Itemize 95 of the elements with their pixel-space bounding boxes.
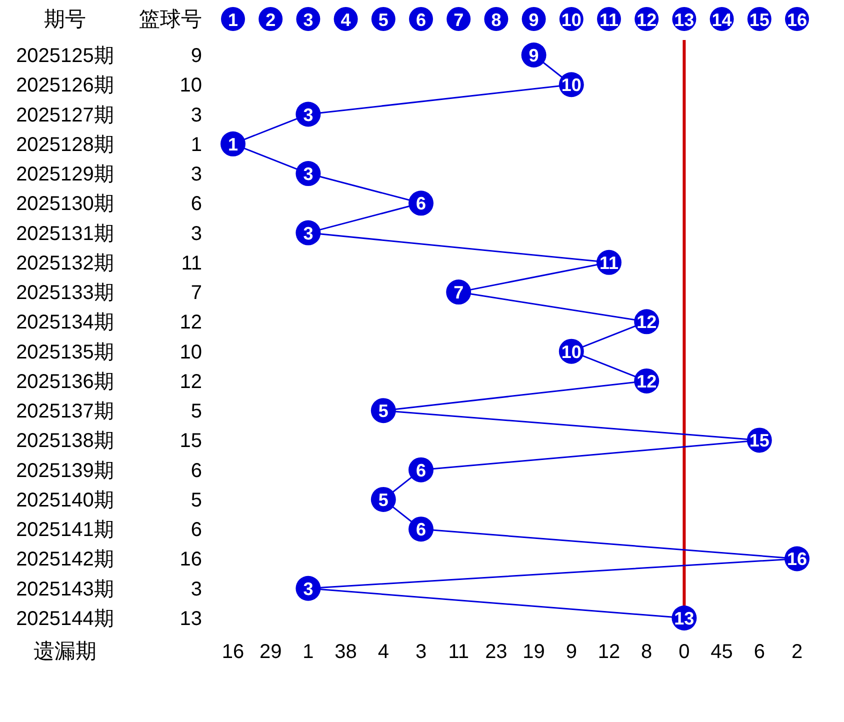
x-tick-label: 5: [378, 10, 388, 30]
x-tick-label: 7: [454, 10, 464, 30]
data-label: 5: [378, 401, 388, 422]
x-tick-label: 12: [636, 10, 657, 30]
x-axis-title: 遗漏期: [34, 640, 96, 663]
text: 6: [190, 519, 202, 542]
data-label: 12: [636, 312, 657, 332]
data-label: 15: [749, 430, 770, 451]
text: 9: [566, 641, 577, 663]
text: 15: [180, 430, 202, 452]
y-tick-label: 2025132期: [16, 252, 114, 274]
y-tick-label: 2025125期: [16, 45, 114, 67]
data-label: 9: [528, 46, 539, 66]
y-tick-label: 2025143期: [16, 578, 114, 600]
text: 5: [190, 400, 202, 423]
text: 9: [190, 45, 202, 67]
data-label: 10: [561, 342, 582, 362]
data-label: 6: [416, 460, 426, 480]
y-tick-label: 2025138期: [16, 430, 114, 452]
text: 10: [180, 74, 202, 97]
text: 3: [190, 164, 202, 186]
text: 45: [710, 641, 733, 663]
y-tick-label: 2025142期: [16, 548, 114, 571]
text: 3: [190, 104, 202, 126]
text: 13: [180, 608, 202, 630]
text: 12: [598, 641, 620, 663]
y-axis-title: 期号: [44, 8, 86, 31]
y-tick-label: 2025141期: [16, 519, 114, 542]
text: 16: [180, 548, 202, 571]
data-label: 1: [228, 134, 238, 154]
x-tick-label: 1: [228, 10, 238, 30]
text: 3: [190, 578, 202, 600]
text: 8: [641, 641, 652, 663]
text: 23: [485, 641, 508, 663]
y-tick-label: 2025140期: [16, 489, 114, 512]
data-label: 3: [303, 578, 314, 599]
data-label: 3: [303, 223, 314, 244]
x-tick-label: 15: [749, 10, 770, 30]
x-tick-label: 14: [712, 10, 732, 30]
y-tick-label: 2025137期: [16, 400, 114, 423]
text: 19: [522, 641, 545, 663]
text: 12: [180, 312, 202, 334]
text: 6: [190, 193, 202, 216]
y-tick-label: 2025135期: [16, 341, 114, 364]
text: 12: [180, 370, 202, 393]
x-tick-label: 13: [674, 10, 694, 30]
y-tick-label: 2025139期: [16, 460, 114, 482]
text: 6: [190, 460, 202, 482]
y-tick-label: 2025134期: [16, 312, 114, 334]
x-tick-label: 8: [491, 10, 502, 30]
text: 11: [448, 641, 469, 663]
y-tick-label: 2025128期: [16, 134, 114, 156]
text: 3: [190, 222, 202, 245]
text: 1: [190, 134, 202, 156]
text: 3: [415, 641, 427, 663]
x-tick-label: 6: [416, 10, 426, 30]
text: 29: [259, 641, 282, 663]
data-label: 5: [378, 490, 388, 510]
x-tick-label: 11: [599, 10, 619, 30]
data-label: 7: [454, 282, 464, 303]
data-label: 12: [636, 371, 657, 392]
text: 0: [678, 641, 690, 663]
y-tick-label: 2025130期: [16, 193, 114, 216]
y-tick-label: 2025131期: [16, 222, 114, 245]
data-label: 13: [674, 608, 694, 628]
text: 1: [302, 641, 314, 663]
text: 38: [334, 641, 357, 663]
x-tick-label: 9: [528, 10, 539, 30]
text: 5: [190, 489, 202, 512]
text: 篮球号: [139, 8, 202, 31]
data-label: 6: [416, 194, 426, 214]
text: 11: [181, 252, 202, 274]
x-tick-label: 3: [303, 10, 314, 30]
y-tick-label: 2025133期: [16, 282, 114, 304]
data-label: 3: [303, 164, 314, 184]
y-tick-label: 2025126期: [16, 74, 114, 97]
data-label: 11: [599, 252, 619, 273]
data-label: 6: [416, 520, 426, 540]
text: 16: [222, 641, 244, 663]
text: 2: [791, 641, 803, 663]
data-label: 3: [303, 104, 314, 125]
y-tick-label: 2025127期: [16, 104, 114, 126]
y-tick-label: 2025129期: [16, 164, 114, 186]
x-tick-label: 10: [561, 10, 582, 30]
text: 10: [180, 341, 202, 364]
y-tick-label: 2025144期: [16, 608, 114, 630]
data-label: 10: [561, 75, 582, 96]
x-tick-label: 2: [266, 10, 276, 30]
y-tick-label: 2025136期: [16, 370, 114, 393]
text: 4: [378, 641, 389, 663]
x-tick-label: 4: [340, 10, 351, 30]
x-tick-label: 16: [786, 10, 808, 30]
text: 6: [754, 641, 765, 663]
data-label: 16: [786, 549, 808, 570]
text: 7: [190, 282, 202, 304]
